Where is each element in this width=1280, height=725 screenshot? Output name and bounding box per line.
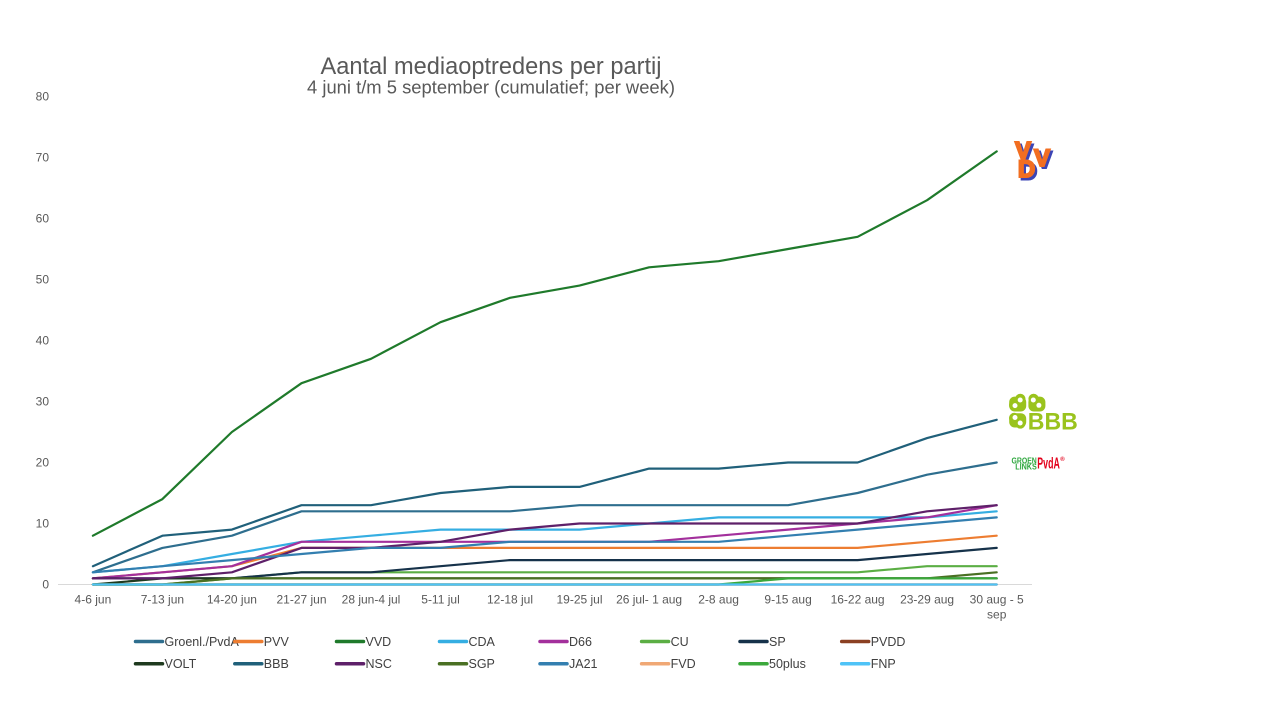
svg-text:V: V	[1017, 140, 1033, 167]
svg-text:sep: sep	[987, 608, 1007, 622]
svg-text:PVDD: PVDD	[871, 635, 906, 649]
svg-text:V: V	[1034, 145, 1050, 172]
svg-text:16-22 aug: 16-22 aug	[831, 593, 885, 607]
svg-text:FVD: FVD	[671, 657, 696, 671]
svg-text:9-15 aug: 9-15 aug	[764, 593, 811, 607]
svg-text:NSC: NSC	[366, 657, 392, 671]
svg-text:VOLT: VOLT	[165, 657, 197, 671]
svg-text:4-6 jun: 4-6 jun	[75, 593, 112, 607]
svg-text:JA21: JA21	[569, 657, 598, 671]
svg-text:40: 40	[36, 334, 50, 348]
svg-text:V: V	[1015, 138, 1031, 165]
svg-text:BBB: BBB	[264, 657, 289, 671]
svg-text:Aantal mediaoptredens per part: Aantal mediaoptredens per partij	[320, 54, 661, 80]
svg-text:23-29 aug: 23-29 aug	[900, 593, 954, 607]
svg-text:5-11 jul: 5-11 jul	[421, 593, 459, 607]
svg-text:D: D	[1020, 159, 1037, 186]
svg-text:®: ®	[1060, 456, 1065, 463]
svg-text:Groenl./PvdA: Groenl./PvdA	[165, 635, 240, 649]
svg-text:50plus: 50plus	[769, 657, 806, 671]
svg-text:20: 20	[36, 456, 50, 470]
svg-text:28 jun-4 jul: 28 jun-4 jul	[342, 593, 401, 607]
svg-text:80: 80	[36, 90, 50, 104]
svg-text:12-18 jul: 12-18 jul	[487, 593, 533, 607]
svg-text:10: 10	[36, 517, 50, 531]
svg-text:2-8 aug: 2-8 aug	[698, 593, 739, 607]
svg-text:D: D	[1018, 156, 1035, 183]
svg-text:70: 70	[36, 151, 50, 165]
svg-text:BBB: BBB	[1028, 409, 1078, 436]
svg-text:FNP: FNP	[871, 657, 896, 671]
svg-text:0: 0	[42, 578, 49, 592]
svg-text:19-25 jul: 19-25 jul	[556, 593, 602, 607]
svg-text:60: 60	[36, 212, 50, 226]
svg-text:14-20 jun: 14-20 jun	[207, 593, 257, 607]
svg-text:PvdA: PvdA	[1037, 456, 1060, 473]
svg-text:VVD: VVD	[366, 635, 392, 649]
svg-text:PVV: PVV	[264, 635, 290, 649]
svg-text:CU: CU	[671, 635, 689, 649]
svg-text:7-13 jun: 7-13 jun	[141, 593, 184, 607]
svg-text:4 juni t/m 5 september (cumula: 4 juni t/m 5 september (cumulatief; per …	[307, 77, 675, 98]
svg-text:30 aug - 5: 30 aug - 5	[970, 593, 1024, 607]
svg-text:30: 30	[36, 395, 50, 409]
svg-text:GROEN: GROEN	[1012, 456, 1037, 465]
svg-text:26 jul- 1 aug: 26 jul- 1 aug	[616, 593, 682, 607]
svg-text:CDA: CDA	[469, 635, 496, 649]
svg-text:SP: SP	[769, 635, 786, 649]
svg-text:LINKS: LINKS	[1015, 462, 1037, 471]
svg-text:50: 50	[36, 273, 50, 287]
svg-text:SGP: SGP	[469, 657, 495, 671]
svg-text:V: V	[1036, 147, 1052, 174]
svg-text:21-27 jun: 21-27 jun	[276, 593, 326, 607]
svg-text:D66: D66	[569, 635, 592, 649]
